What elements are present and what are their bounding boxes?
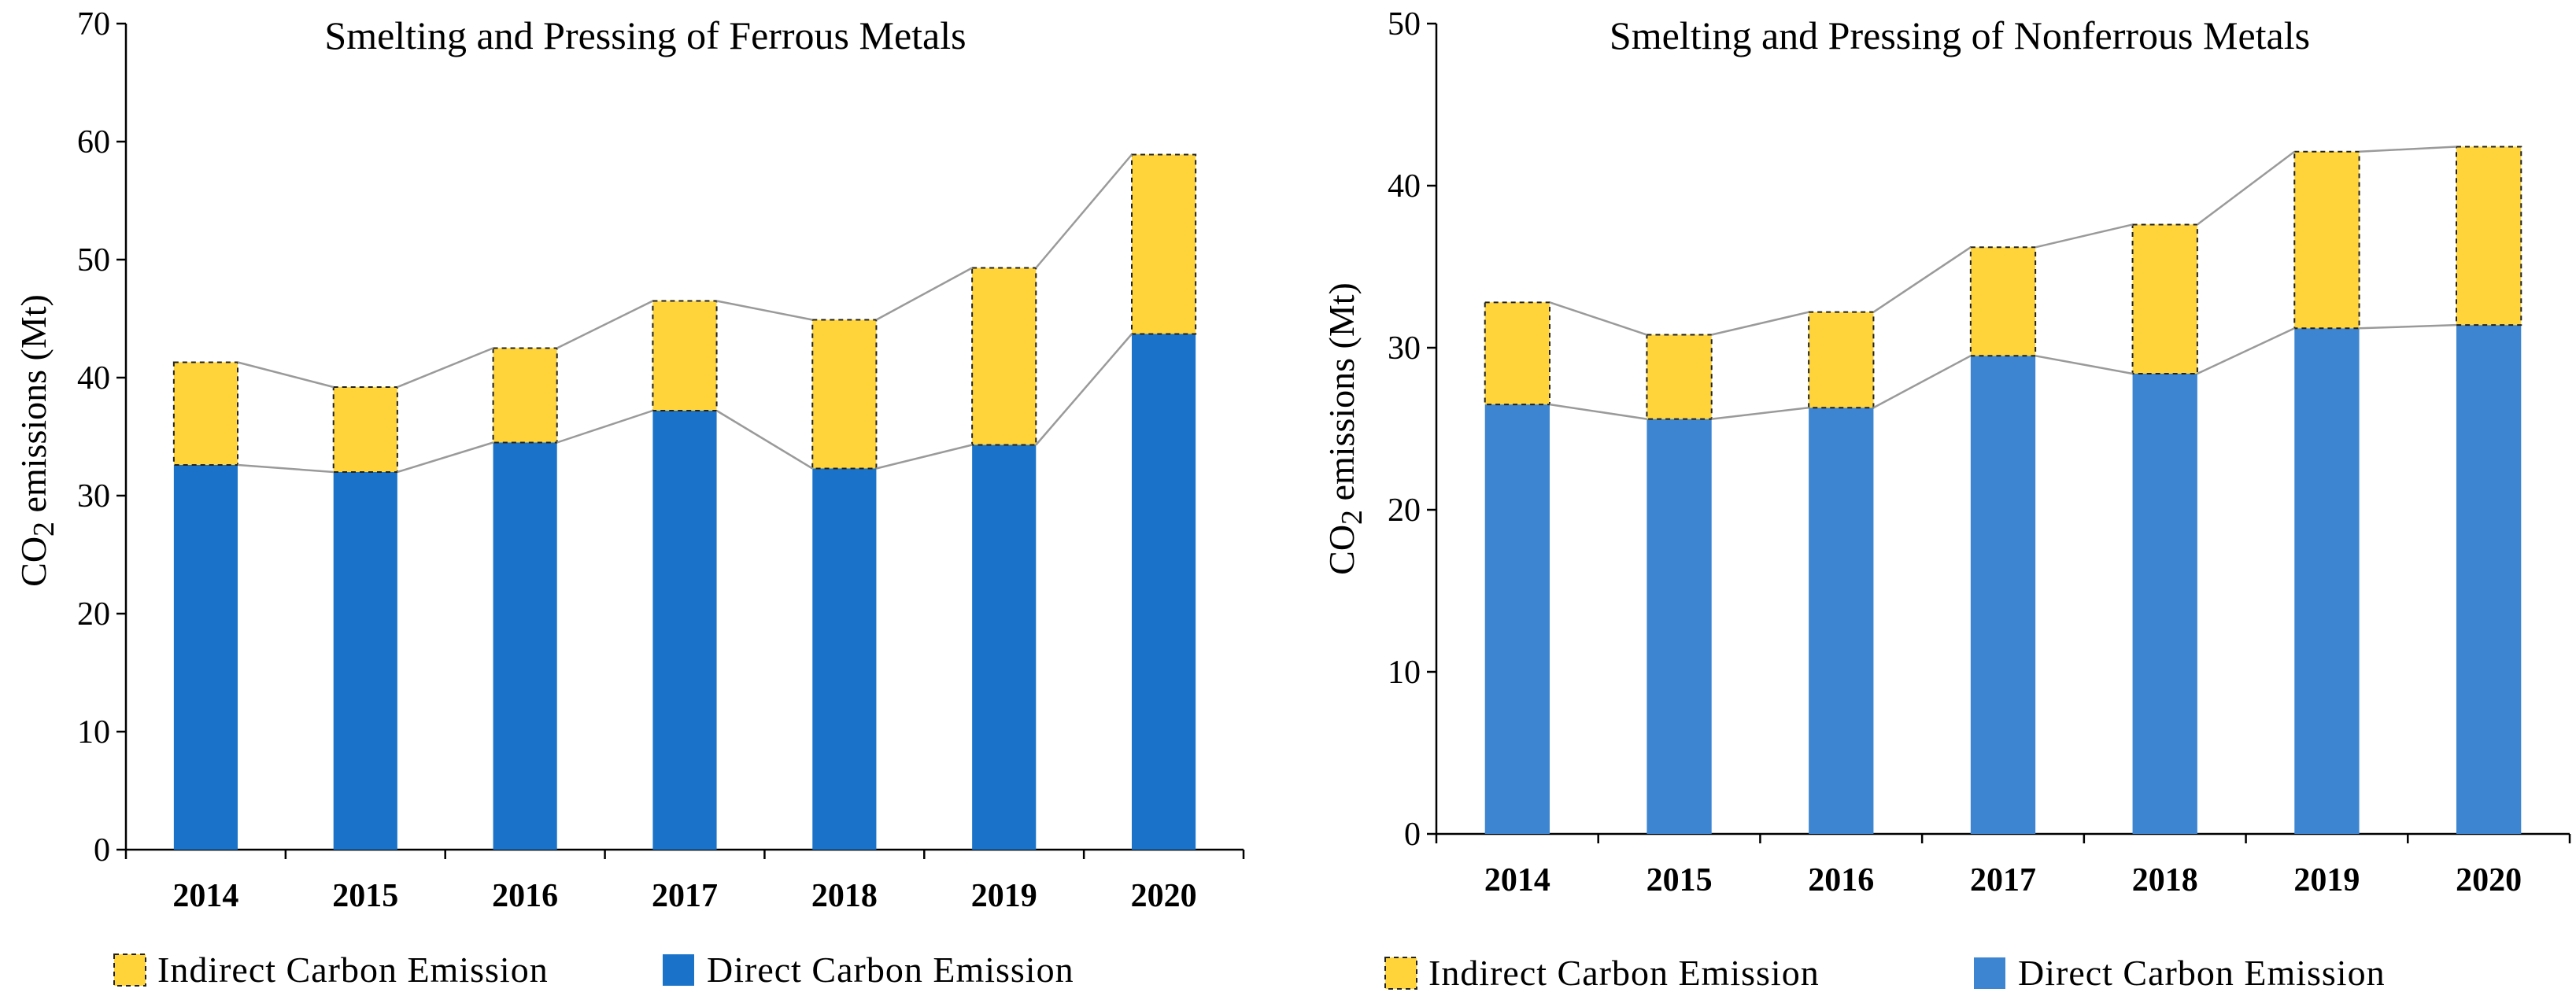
legend-indirect-swatch — [113, 954, 146, 987]
x-tick-label: 2015 — [332, 878, 398, 914]
bar-indirect-2014 — [172, 361, 239, 466]
y-tick-label: 30 — [1388, 330, 1421, 367]
legend-direct-label: Direct Carbon Emission — [707, 950, 1074, 990]
bar-indirect-2020 — [2456, 146, 2522, 326]
x-tick-label: 2018 — [2132, 862, 2198, 898]
ferrous-chart: Smelting and Pressing of Ferrous Metals C… — [13, 6, 1245, 914]
bar-indirect-2015 — [1646, 334, 1713, 420]
bar-indirect-2015 — [332, 386, 398, 473]
y-tick-label: 50 — [1388, 6, 1421, 42]
y-tick-label: 40 — [1388, 168, 1421, 205]
x-tick-label: 2017 — [652, 878, 718, 914]
y-tick-label: 10 — [77, 714, 110, 751]
x-tick-label: 2016 — [1808, 862, 1874, 898]
bar-direct-2019 — [2294, 328, 2360, 834]
y-tick-label: 20 — [77, 596, 110, 633]
bar-indirect-2018 — [2131, 223, 2198, 374]
bar-indirect-2014 — [1484, 301, 1550, 406]
x-tick-label: 2014 — [1484, 862, 1550, 898]
bar-indirect-2016 — [492, 347, 558, 444]
bar-direct-2016 — [493, 442, 557, 850]
x-tick-label: 2017 — [1970, 862, 2036, 898]
bar-direct-2018 — [812, 468, 877, 850]
x-tick-label: 2020 — [1131, 878, 1197, 914]
bar-direct-2016 — [1809, 408, 1874, 834]
legend-direct-label: Direct Carbon Emission — [2018, 953, 2386, 993]
legend-left: Indirect Carbon Emission Direct Carbon E… — [113, 950, 1074, 990]
legend-direct-swatch — [1974, 957, 2005, 989]
legend-indirect-label: Indirect Carbon Emission — [1428, 953, 1820, 993]
y-axis-label: CO2 emissions (Mt) — [13, 294, 61, 587]
x-tick-label: 2019 — [2293, 862, 2360, 898]
x-tick-label: 2020 — [2456, 862, 2522, 898]
y-tick-label: 0 — [1404, 817, 1421, 853]
bar-direct-2017 — [1970, 356, 2036, 834]
x-tick-label: 2018 — [811, 878, 878, 914]
x-tick-label: 2019 — [971, 878, 1037, 914]
y-axis-label: CO2 emissions (Mt) — [1321, 282, 1369, 575]
bar-direct-2014 — [1484, 404, 1550, 834]
nonferrous-chart: Smelting and Pressing of Nonferrous Meta… — [1321, 6, 2571, 898]
bar-direct-2020 — [1132, 334, 1196, 850]
bar-indirect-2016 — [1808, 311, 1875, 409]
y-tick-label: 10 — [1388, 655, 1421, 691]
bar-direct-2019 — [972, 444, 1037, 850]
bar-indirect-2017 — [652, 300, 718, 411]
legend-indirect-label: Indirect Carbon Emission — [157, 950, 549, 990]
y-tick-label: 40 — [77, 360, 110, 397]
y-tick-label: 0 — [94, 832, 110, 869]
legend-direct-swatch — [663, 954, 694, 986]
bar-indirect-2020 — [1131, 153, 1197, 335]
y-tick-label: 30 — [77, 478, 110, 515]
y-tick-label: 20 — [1388, 492, 1421, 529]
bar-direct-2017 — [652, 411, 717, 850]
bar-direct-2020 — [2456, 325, 2522, 834]
y-tick-label: 60 — [77, 124, 110, 160]
legend-indirect-swatch — [1384, 957, 1417, 990]
x-tick-label: 2016 — [492, 878, 558, 914]
y-tick-label: 50 — [77, 242, 110, 278]
chart-title: Smelting and Pressing of Ferrous Metals — [324, 13, 966, 57]
chart-title: Smelting and Pressing of Nonferrous Meta… — [1610, 13, 2310, 57]
y-tick-label: 70 — [77, 6, 110, 42]
legend-right: Indirect Carbon Emission Direct Carbon E… — [1384, 953, 2386, 993]
bar-indirect-2019 — [2293, 150, 2360, 330]
bar-direct-2015 — [1646, 419, 1712, 834]
x-tick-label: 2014 — [172, 878, 238, 914]
bar-direct-2015 — [333, 472, 397, 850]
bar-indirect-2018 — [811, 319, 878, 470]
bar-indirect-2019 — [971, 267, 1037, 446]
x-tick-label: 2015 — [1646, 862, 1713, 898]
bar-direct-2014 — [173, 465, 238, 850]
bar-indirect-2017 — [1969, 246, 2037, 357]
bar-direct-2018 — [2132, 373, 2197, 835]
